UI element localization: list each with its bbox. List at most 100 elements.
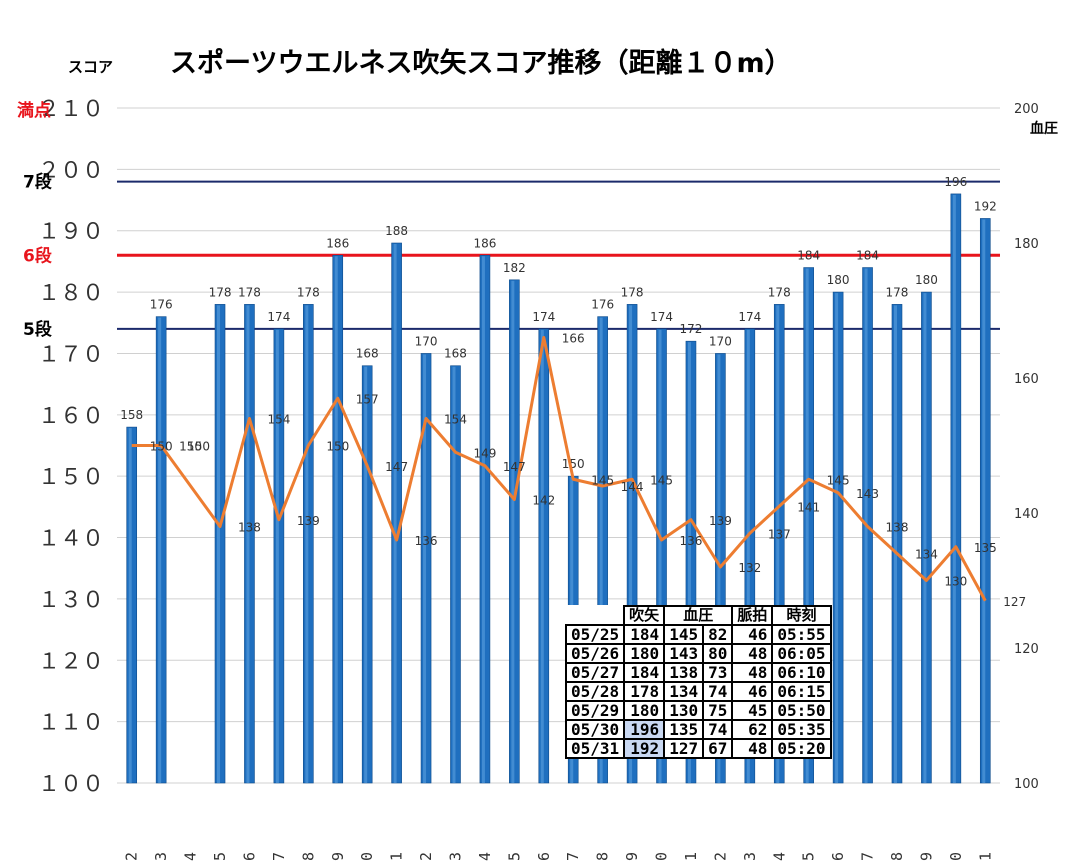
table-header-row: 吹矢 血圧 脈拍 時刻 (566, 605, 832, 626)
bar-data-label: 168 (356, 347, 379, 361)
table-cell: 05:20 (771, 738, 832, 759)
score-bar-highlight (687, 342, 691, 783)
table-cell: 180 (623, 700, 666, 721)
x-tick-label: 05/21 (682, 852, 700, 861)
gridlines (117, 107, 1000, 784)
score-bar-highlight (776, 305, 780, 783)
score-bar-highlight (481, 256, 485, 784)
x-tick-label: 05/08 (299, 852, 317, 861)
header-time: 時刻 (771, 605, 832, 626)
blood-pressure-polyline (131, 336, 987, 602)
line-data-label: 150 (179, 440, 202, 454)
bar-data-label: 186 (326, 236, 349, 250)
bar-data-label: 174 (738, 310, 761, 324)
x-tick-label: 05/16 (535, 852, 553, 861)
table-cell: 178 (623, 681, 666, 702)
x-tick-label: 05/07 (270, 852, 288, 861)
bar-data-label: 150 (562, 457, 585, 471)
y2-tick-label: 200 (1014, 102, 1039, 117)
y2-tick-label: 140 (1014, 507, 1039, 522)
bar-data-label: 180 (915, 273, 938, 287)
table-row: 05/29 180 130 75 45 05:50 (564, 700, 832, 721)
bar-data-label: 178 (297, 285, 320, 299)
bar-data-label: 178 (209, 285, 232, 299)
x-tick-label: 05/09 (329, 852, 347, 861)
y-tick-label: １８０ (38, 281, 104, 306)
x-tick-label: 05/28 (888, 852, 906, 861)
line-data-label: 135 (974, 541, 997, 555)
bar-data-label: 172 (679, 322, 702, 336)
score-bar-highlight (893, 305, 897, 783)
line-data-label: 147 (503, 460, 526, 474)
line-data-label: 154 (267, 413, 290, 427)
score-bar (126, 426, 138, 784)
line-data-label: 144 (621, 480, 644, 494)
line-data-label: 138 (886, 521, 909, 535)
bar-data-label: 178 (238, 285, 261, 299)
table-row: 05/25 184 145 82 46 05:55 (564, 624, 832, 645)
y-tick-label: １３０ (38, 588, 104, 613)
x-tick-label: 05/23 (741, 852, 759, 861)
x-tick-label: 05/06 (240, 852, 258, 861)
x-tick-label: 05/22 (711, 852, 729, 861)
line-data-label: 139 (297, 514, 320, 528)
x-tick-label: 05/11 (388, 852, 406, 861)
score-bar-highlight (982, 219, 986, 784)
table-cell: 06:10 (771, 662, 832, 683)
table-cell: 05/30 (564, 719, 626, 740)
reference-line-label: 5段 (23, 319, 52, 340)
score-bar-highlight (128, 428, 132, 783)
table-cell: 05/29 (564, 700, 626, 721)
y-tick-label: １２０ (38, 649, 104, 674)
y-tick-label: １９０ (38, 220, 104, 245)
line-data-labels: 150 1501381541391501571471361541491471421… (150, 332, 1026, 609)
table-cell: 192 (623, 738, 666, 759)
x-tick-label: 05/18 (594, 852, 612, 861)
line-data-label: 150 (150, 440, 173, 454)
header-blood-pressure: 血圧 (663, 605, 734, 626)
table-cell: 46 (731, 624, 774, 645)
line-data-label: 139 (709, 514, 732, 528)
reference-lines: 満点 7段 6段 5段 (17, 100, 1000, 340)
x-tick-label: 05/12 (417, 852, 435, 861)
table-cell: 134 (663, 681, 705, 702)
line-data-label: 147 (385, 460, 408, 474)
bar-data-label: 178 (886, 285, 909, 299)
chart-title: スポーツウエルネス吹矢スコア推移（距離１０m） (170, 47, 792, 79)
table-cell: 05:50 (771, 700, 832, 721)
table-cell: 73 (702, 662, 734, 683)
header-fukiya: 吹矢 (623, 605, 666, 626)
table-cell: 80 (702, 643, 734, 664)
bar-data-labels: 158 176 178 178 174 178 186 168 188 170 168 186 182 1… (120, 175, 996, 471)
bar-data-label: 170 (709, 334, 732, 348)
table-cell: 05/25 (564, 624, 626, 645)
line-data-label: 150 (187, 440, 210, 454)
reference-line-label: 7段 (23, 172, 52, 193)
table-cell: 48 (731, 738, 774, 759)
bar-data-label: 168 (444, 347, 467, 361)
blood-pressure-line (131, 336, 987, 602)
bar-data-label: 184 (856, 249, 879, 263)
line-data-label: 142 (532, 494, 555, 508)
bar-data-label: 174 (267, 310, 290, 324)
y-tick-label: １００ (38, 772, 104, 797)
x-tick-label: 05/19 (623, 852, 641, 861)
line-data-label: 134 (915, 548, 938, 562)
score-bar-highlight (364, 366, 368, 783)
y-tick-label: １７０ (38, 342, 104, 367)
bar-data-label: 174 (650, 310, 673, 324)
bar-data-label: 178 (621, 285, 644, 299)
score-bar-highlight (835, 293, 839, 783)
score-bar-highlight (217, 305, 221, 783)
score-bar-highlight (746, 329, 750, 783)
score-bar-highlight (511, 280, 515, 783)
x-tick-label: 05/27 (859, 852, 877, 861)
line-data-label: 145 (650, 473, 673, 487)
y-tick-label: ２００ (38, 158, 104, 183)
line-data-label: 141 (797, 500, 820, 514)
line-data-label: 136 (680, 534, 703, 548)
score-bar-highlight (923, 293, 927, 783)
y2-axis-label: 血圧 (1030, 120, 1058, 137)
line-data-label: 154 (444, 413, 467, 427)
score-bar-highlight (334, 256, 338, 784)
